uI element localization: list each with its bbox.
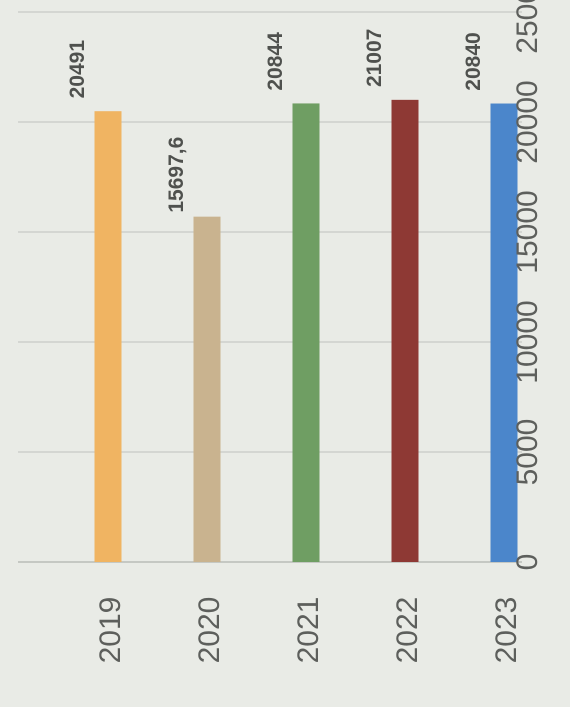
- category-label-2023: 2023: [490, 597, 523, 664]
- bar-2020: [193, 216, 221, 562]
- bar-2021: [292, 103, 320, 562]
- tick-label-15000: 15000: [511, 190, 544, 273]
- tick-label-0: 0: [511, 554, 544, 571]
- bar-2022: [391, 99, 419, 562]
- tick-label-10000: 10000: [511, 300, 544, 383]
- category-axis-labels: 2019 2020 2021 2022 2023: [94, 597, 523, 664]
- bar-2019: [94, 111, 122, 562]
- gridlines: [18, 11, 522, 563]
- data-label-2022: 21007: [363, 29, 386, 87]
- data-label-2020: 15697,6: [165, 137, 188, 213]
- category-label-2021: 2021: [292, 597, 325, 664]
- category-label-2019: 2019: [94, 597, 127, 664]
- category-label-2020: 2020: [193, 597, 226, 664]
- category-label-2022: 2022: [391, 597, 424, 664]
- data-label-2021: 20844: [264, 32, 287, 91]
- tick-label-20000: 20000: [511, 80, 544, 163]
- value-axis-ticks: 0 5000 10000 15000 20000 25000: [511, 0, 544, 570]
- data-label-2023: 20840: [462, 32, 485, 90]
- bars: [94, 99, 518, 563]
- tick-label-5000: 5000: [511, 419, 544, 486]
- tick-label-25000: 25000: [511, 0, 544, 54]
- data-labels: 20491 15697,6 20844 21007 20840: [66, 29, 485, 213]
- data-label-2019: 20491: [66, 40, 89, 99]
- bar-2023: [490, 103, 518, 563]
